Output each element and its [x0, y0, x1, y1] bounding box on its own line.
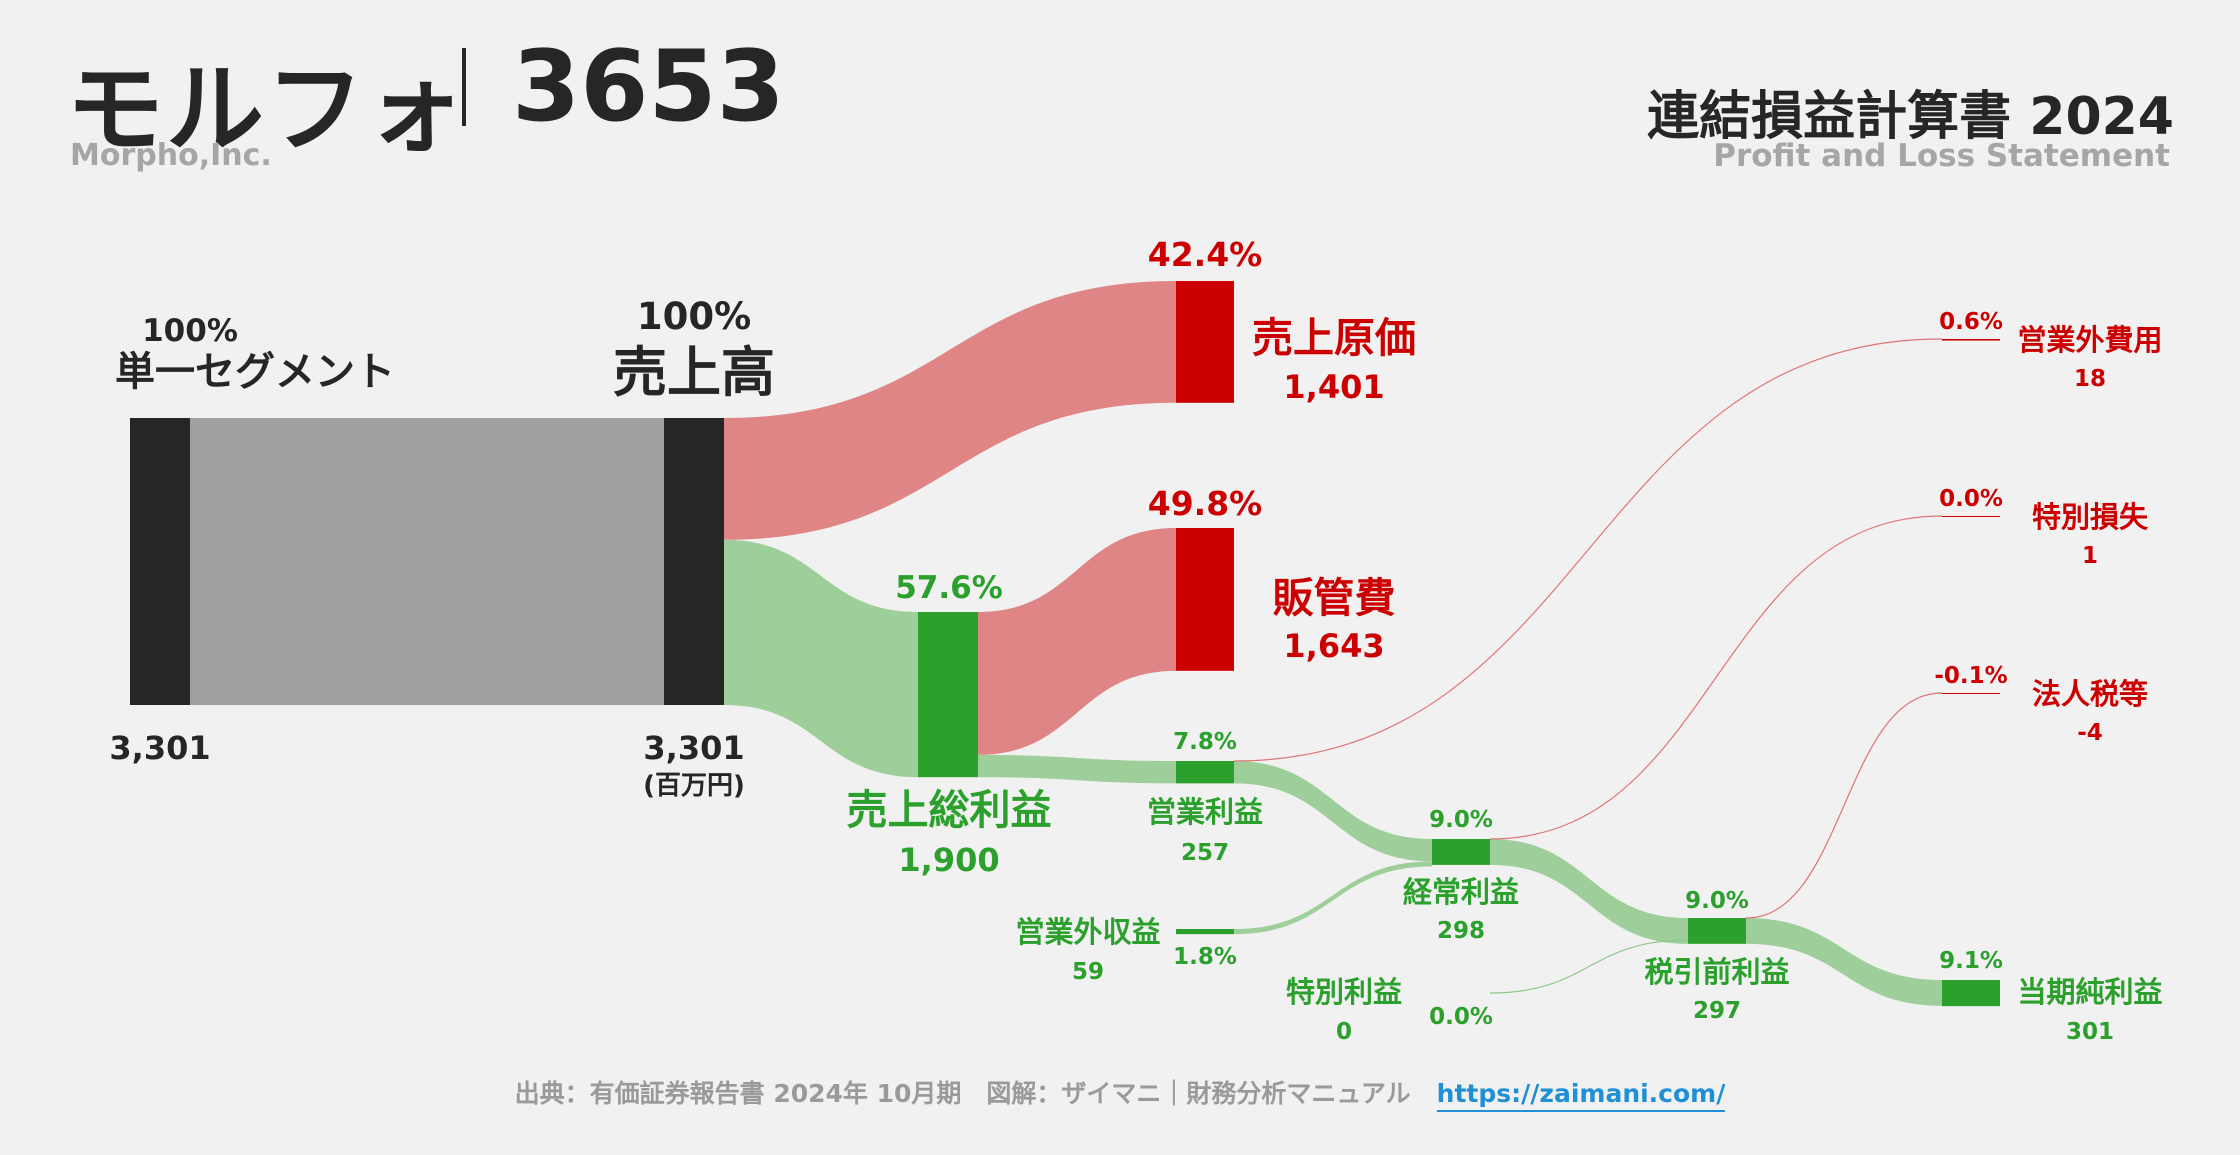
label-extra-gain-percent: 0.0%: [1429, 1004, 1493, 1030]
node-bar-net-income: [1942, 980, 2000, 1007]
label-ordinary-profit-label: 経常利益: [1403, 875, 1519, 909]
label-pretax-profit-value: 297: [1693, 998, 1741, 1024]
node-bar-ordinary-profit: [1432, 839, 1490, 865]
label-net-income-percent: 9.1%: [1939, 948, 2003, 974]
flow-gross-profit-to-operating-profit: [978, 754, 1176, 784]
flow-segment-to-revenue: [190, 418, 664, 705]
flows-layer: [190, 281, 1943, 1006]
label-extra-loss-label: 特別損失: [2032, 500, 2149, 534]
node-bar-operating-profit: [1176, 761, 1234, 784]
unit-label: (百万円): [643, 771, 745, 801]
label-segment-label: 単一セグメント: [115, 349, 395, 395]
flow-revenue-to-cogs: [724, 281, 1176, 540]
label-revenue-value: 3,301: [643, 729, 744, 767]
statement-title: 連結損益計算書 2024: [1647, 87, 2174, 147]
flow-pretax-profit-to-income-tax: [1745, 692, 1943, 919]
company-english-name: Morpho,Inc.: [70, 138, 272, 173]
label-cogs-percent: 42.4%: [1148, 235, 1263, 274]
flow-ordinary-profit-to-pretax-profit: [1490, 839, 1688, 944]
node-bar-extra-loss: [1942, 516, 2000, 517]
label-non-op-income-label: 営業外収益: [1015, 915, 1160, 949]
label-net-income-value: 301: [2066, 1019, 2114, 1045]
flow-operating-profit-to-non-op-expense: [1233, 338, 1943, 762]
label-cogs-label: 売上原価: [1252, 314, 1416, 362]
label-gross-profit-label: 売上総利益: [847, 786, 1052, 834]
title-divider: [462, 48, 466, 126]
label-operating-profit-percent: 7.8%: [1173, 729, 1237, 755]
label-extra-gain-value: 0: [1336, 1019, 1352, 1045]
label-non-op-income-value: 59: [1072, 959, 1104, 985]
label-revenue-label: 売上高: [613, 341, 775, 404]
footer-source: 出典：有価証券報告書 2024年 10月期 図解：ザイマニ｜財務分析マニュアル: [514, 1079, 1411, 1108]
label-pretax-profit-percent: 9.0%: [1685, 888, 1749, 914]
flow-pretax-profit-to-net-income: [1746, 918, 1942, 1006]
ticker-code: 3653: [512, 30, 785, 144]
flow-non-op-income-to-ordinary-profit: [1234, 861, 1432, 935]
label-pretax-profit-label: 税引前利益: [1644, 955, 1789, 989]
label-sga-label: 販管費: [1273, 574, 1396, 622]
label-income-tax-label: 法人税等: [2032, 677, 2148, 711]
nodes-layer: [130, 281, 2000, 1007]
label-segment-percent: 100%: [142, 313, 238, 349]
label-operating-profit-value: 257: [1181, 840, 1229, 866]
node-bar-segment: [130, 418, 190, 705]
flow-operating-profit-to-ordinary-profit: [1234, 761, 1432, 862]
label-net-income-label: 当期純利益: [2017, 975, 2162, 1009]
node-bar-income-tax: [1942, 693, 2000, 694]
label-ordinary-profit-percent: 9.0%: [1429, 807, 1493, 833]
flow-extra-gain-to-pretax-profit: [1489, 939, 1689, 994]
label-ordinary-profit-value: 298: [1437, 918, 1485, 944]
node-bar-non-op-income: [1176, 929, 1234, 935]
label-extra-loss-percent: 0.0%: [1939, 486, 2003, 512]
label-non-op-expense-label: 営業外費用: [2017, 323, 2162, 357]
flow-revenue-to-gross-profit: [724, 539, 918, 778]
labels-layer: 100%単一セグメント3,301100%売上高3,30142.4%売上原価1,4…: [109, 235, 2162, 1045]
node-bar-revenue: [664, 418, 724, 705]
footer-link[interactable]: https://zaimani.com/: [1436, 1079, 1726, 1112]
label-sga-percent: 49.8%: [1148, 484, 1263, 523]
label-gross-profit-value: 1,900: [898, 841, 999, 879]
node-bar-sga: [1176, 528, 1234, 671]
label-segment-value: 3,301: [109, 729, 210, 767]
company-name: モルフォ: [66, 53, 467, 167]
label-gross-profit-percent: 57.6%: [895, 570, 1003, 606]
node-bar-pretax-profit: [1688, 918, 1746, 944]
label-operating-profit-label: 営業利益: [1147, 795, 1263, 829]
flow-ordinary-profit-to-extra-loss: [1489, 515, 1943, 840]
label-revenue-percent: 100%: [637, 295, 751, 338]
statement-subtitle: Profit and Loss Statement: [1713, 138, 2170, 174]
footer: 出典：有価証券報告書 2024年 10月期 図解：ザイマニ｜財務分析マニュアル h…: [0, 1074, 2240, 1112]
label-non-op-expense-percent: 0.6%: [1939, 309, 2003, 335]
label-non-op-income-percent: 1.8%: [1173, 944, 1237, 970]
node-bar-non-op-expense: [1942, 339, 2000, 341]
flow-gross-profit-to-sga: [978, 528, 1176, 755]
label-income-tax-percent: -0.1%: [1934, 663, 2007, 689]
label-extra-gain-label: 特別利益: [1286, 975, 1402, 1009]
label-extra-loss-value: 1: [2082, 543, 2098, 569]
node-bar-gross-profit: [918, 612, 978, 778]
label-sga-value: 1,643: [1283, 627, 1384, 665]
label-non-op-expense-value: 18: [2074, 366, 2106, 392]
label-income-tax-value: -4: [2077, 720, 2103, 746]
label-cogs-value: 1,401: [1283, 368, 1384, 406]
node-bar-cogs: [1176, 281, 1234, 403]
